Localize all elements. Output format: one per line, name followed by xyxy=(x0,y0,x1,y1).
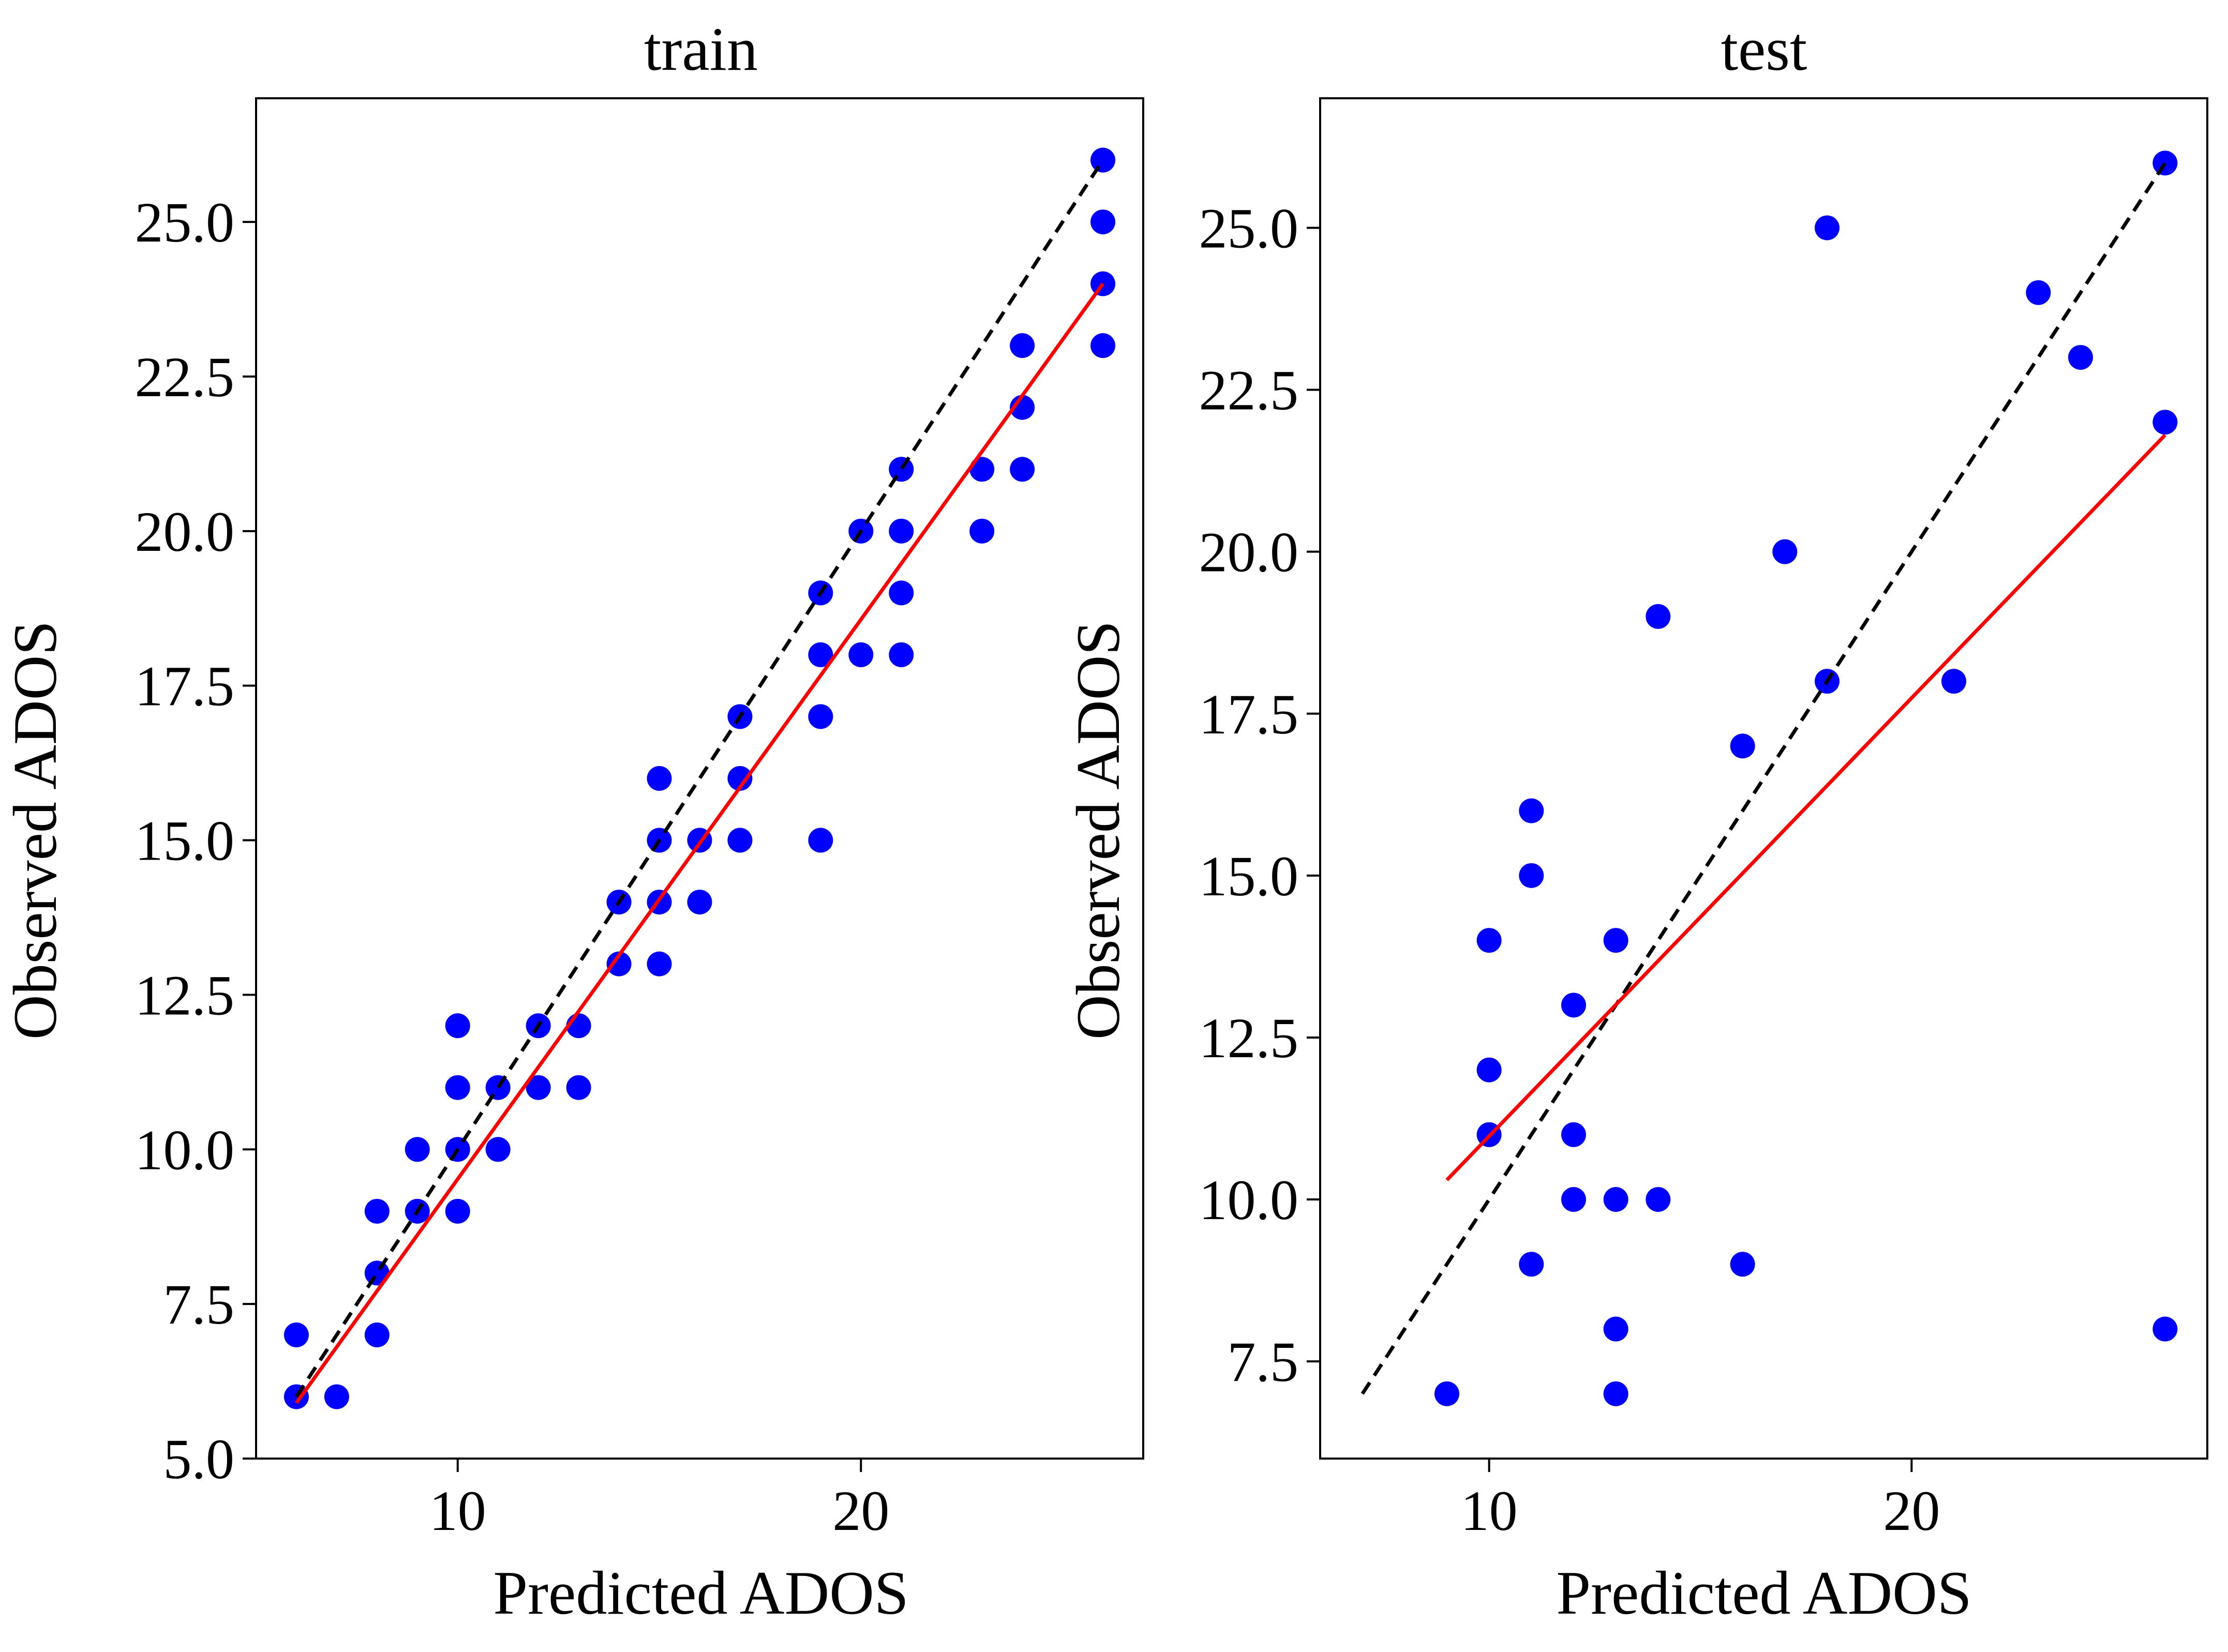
train-data-point xyxy=(969,457,995,482)
test-data-point xyxy=(1772,539,1798,564)
train-data-point xyxy=(405,1137,430,1162)
train-data-point xyxy=(566,1075,591,1100)
test-y-tick-label: 22.5 xyxy=(1199,359,1299,422)
train-y-tick-label: 12.5 xyxy=(135,964,235,1027)
train-data-point xyxy=(606,951,632,977)
test-data-point xyxy=(1476,928,1502,953)
train-axes-frame xyxy=(255,97,1144,1460)
train-y-tick-label: 22.5 xyxy=(135,346,235,409)
test-identity-line xyxy=(1360,162,2167,1395)
train-data-point xyxy=(889,518,914,544)
test-fit-line xyxy=(1445,433,2166,1181)
train-data-point xyxy=(647,766,672,791)
test-ticks: 10 20 7.5 10.0 12.5 15.0 17.5 20.0 22.5 25.0 xyxy=(1199,197,1940,1542)
test-x-tick-label: 10 xyxy=(1461,1479,1518,1542)
test-x-axis-label: Predicted ADOS xyxy=(1556,1558,1971,1627)
test-data-point xyxy=(1603,1187,1628,1212)
train-y-tick-label: 20.0 xyxy=(135,500,235,563)
test-title: test xyxy=(1721,14,1807,83)
train-data-point xyxy=(727,766,753,791)
train-data-point xyxy=(1090,333,1116,358)
train-y-axis-label: Observed ADOS xyxy=(1,621,69,1040)
train-data-point xyxy=(889,580,914,606)
test-data-point xyxy=(1519,798,1544,823)
train-y-tick-label: 5.0 xyxy=(163,1428,235,1491)
test-data-point xyxy=(1730,733,1755,759)
train-x-tick-label: 20 xyxy=(832,1479,889,1542)
train-y-tick-label: 17.5 xyxy=(135,655,235,718)
test-data-point xyxy=(1561,1187,1586,1212)
train-fit-line xyxy=(295,282,1104,1404)
train-data-point xyxy=(364,1322,390,1347)
test-plot-area xyxy=(1360,151,2178,1406)
test-data-point xyxy=(1730,1252,1755,1277)
train-y-tick-label: 7.5 xyxy=(163,1273,235,1336)
test-y-tick-label: 17.5 xyxy=(1199,683,1299,746)
test-data-point xyxy=(1434,1381,1459,1406)
train-title: train xyxy=(644,14,758,83)
test-data-point xyxy=(1603,1316,1628,1342)
test-data-point xyxy=(1646,604,1671,629)
train-data-point xyxy=(848,642,874,667)
train-data-point xyxy=(687,890,712,915)
train-data-point xyxy=(889,457,914,482)
test-y-tick-label: 10.0 xyxy=(1199,1168,1299,1232)
test-panel: test Predicted ADOS Observed ADOS 10 20 7.… xyxy=(1064,14,2208,1627)
train-data-point xyxy=(647,951,672,977)
test-data-point xyxy=(1646,1187,1671,1212)
test-data-point xyxy=(1561,993,1586,1018)
train-data-point xyxy=(1090,209,1116,235)
train-data-point xyxy=(324,1384,349,1409)
train-data-point xyxy=(445,1198,470,1224)
train-y-tick-label: 15.0 xyxy=(135,809,235,873)
test-data-point xyxy=(2152,1316,2178,1342)
test-data-point xyxy=(1941,669,1966,694)
test-data-point xyxy=(2068,344,2093,370)
test-data-point xyxy=(1603,1381,1628,1406)
train-data-point xyxy=(1010,457,1035,482)
test-y-tick-label: 12.5 xyxy=(1199,1007,1299,1070)
train-data-point xyxy=(969,518,995,544)
train-data-point xyxy=(445,1075,470,1100)
test-x-tick-label: 20 xyxy=(1883,1479,1940,1542)
test-data-point xyxy=(2026,280,2051,305)
test-data-point xyxy=(1519,863,1544,888)
train-plot-area xyxy=(283,147,1116,1409)
test-axes-frame xyxy=(1319,97,2208,1460)
train-x-tick-label: 10 xyxy=(429,1479,486,1542)
train-y-tick-label: 25.0 xyxy=(135,191,235,254)
test-data-point xyxy=(1519,1252,1544,1277)
train-data-point xyxy=(808,828,833,853)
train-data-point xyxy=(808,704,833,729)
test-data-point xyxy=(1561,1122,1586,1147)
test-data-point xyxy=(1815,215,1840,241)
train-identity-line xyxy=(295,159,1104,1398)
test-y-tick-label: 25.0 xyxy=(1199,197,1299,260)
train-data-point xyxy=(808,642,833,667)
train-data-point xyxy=(283,1322,309,1347)
train-data-point xyxy=(485,1137,511,1162)
test-y-tick-label: 20.0 xyxy=(1199,521,1299,584)
train-x-axis-label: Predicted ADOS xyxy=(493,1558,908,1627)
test-data-point xyxy=(2152,410,2178,435)
train-data-point xyxy=(1010,333,1035,358)
test-data-point xyxy=(1603,928,1628,953)
train-data-point xyxy=(526,1075,551,1100)
test-y-tick-label: 7.5 xyxy=(1228,1330,1299,1393)
test-y-tick-label: 15.0 xyxy=(1199,845,1299,908)
train-data-point xyxy=(445,1013,470,1039)
train-data-point xyxy=(364,1198,390,1224)
train-data-point xyxy=(889,642,914,667)
train-panel: train Predicted ADOS Observed ADOS 10 20 5… xyxy=(1,14,1144,1627)
train-data-point xyxy=(727,828,753,853)
train-y-tick-label: 10.0 xyxy=(135,1118,235,1181)
test-data-point xyxy=(1476,1057,1502,1083)
train-ticks: 10 20 5.0 7.5 10.0 12.5 15.0 17.5 20.0 22.5 25.0 xyxy=(135,191,890,1542)
test-y-axis-label: Observed ADOS xyxy=(1064,621,1132,1040)
